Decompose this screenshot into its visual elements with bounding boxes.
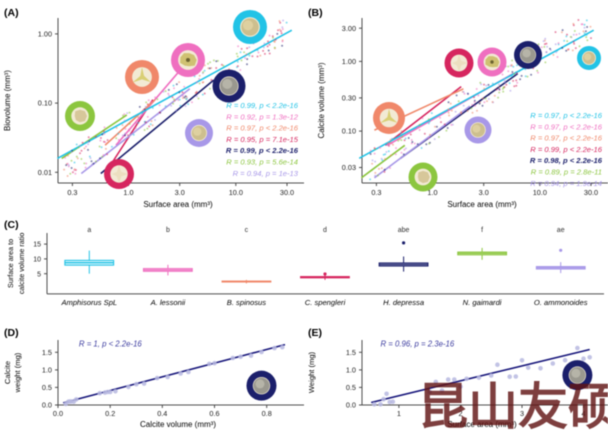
svg-text:R = 0.97, p < 2.2e-16: R = 0.97, p < 2.2e-16 xyxy=(530,134,603,143)
svg-text:R = 0.96, p = 2.3e-16: R = 0.96, p = 2.3e-16 xyxy=(381,340,455,349)
svg-text:10.0: 10.0 xyxy=(533,188,547,197)
svg-text:0.2: 0.2 xyxy=(105,409,115,418)
svg-text:0.6: 0.6 xyxy=(209,409,219,418)
svg-text:R = 0.92, p = 1.3e-12: R = 0.92, p = 1.3e-12 xyxy=(226,112,299,121)
svg-text:a: a xyxy=(87,227,91,234)
svg-text:0.30: 0.30 xyxy=(342,94,356,103)
svg-text:1.0: 1.0 xyxy=(123,188,133,197)
svg-text:0.8: 0.8 xyxy=(262,409,272,418)
svg-text:0.01: 0.01 xyxy=(38,168,52,177)
svg-text:H. depressa: H. depressa xyxy=(383,298,424,307)
svg-text:0.0: 0.0 xyxy=(53,409,63,418)
svg-text:0.0: 0.0 xyxy=(42,401,52,410)
svg-text:10.0: 10.0 xyxy=(229,188,243,197)
svg-text:1: 1 xyxy=(397,409,401,418)
svg-text:昆山友硕: 昆山友硕 xyxy=(418,379,608,430)
svg-text:5: 5 xyxy=(37,271,41,278)
svg-text:0.3: 0.3 xyxy=(67,188,77,197)
svg-text:3.0: 3.0 xyxy=(175,188,185,197)
svg-text:R = 0.99, p < 2.2e-16: R = 0.99, p < 2.2e-16 xyxy=(530,145,603,154)
svg-text:R = 0.95, p = 7.1e-15: R = 0.95, p = 7.1e-15 xyxy=(226,135,299,144)
svg-text:1.5: 1.5 xyxy=(42,348,52,357)
svg-text:0.5: 0.5 xyxy=(346,383,356,392)
svg-text:(C): (C) xyxy=(4,219,19,231)
svg-text:B. spinosus: B. spinosus xyxy=(227,298,266,307)
svg-text:0.03: 0.03 xyxy=(342,163,356,172)
svg-text:0.10: 0.10 xyxy=(38,99,52,108)
svg-text:Amphisorus SpL: Amphisorus SpL xyxy=(60,298,117,307)
svg-text:R = 0.99, p < 2.2e-16: R = 0.99, p < 2.2e-16 xyxy=(226,101,299,110)
svg-text:Surface area to: Surface area to xyxy=(6,239,15,288)
svg-text:1.0: 1.0 xyxy=(42,366,52,375)
svg-text:3.00: 3.00 xyxy=(342,24,356,33)
svg-text:(D): (D) xyxy=(4,327,19,339)
svg-text:15: 15 xyxy=(33,242,41,249)
svg-text:weight (mg): weight (mg) xyxy=(13,352,22,393)
svg-text:Calcite volume (mm³): Calcite volume (mm³) xyxy=(140,420,216,429)
svg-text:0.0: 0.0 xyxy=(346,401,356,410)
svg-text:0.3: 0.3 xyxy=(371,188,381,197)
svg-text:Biovolume (mm³): Biovolume (mm³) xyxy=(3,70,12,131)
svg-text:f: f xyxy=(481,227,483,234)
svg-text:R = 0.99, p < 2.2e-16: R = 0.99, p < 2.2e-16 xyxy=(226,146,299,155)
svg-text:R = 1, p < 2.2e-16: R = 1, p < 2.2e-16 xyxy=(79,340,143,349)
svg-text:calcite volume ratio: calcite volume ratio xyxy=(17,233,26,295)
svg-text:(A): (A) xyxy=(4,7,19,19)
svg-text:Calcite: Calcite xyxy=(3,361,12,384)
svg-text:R = 0.94, p = 1e-13: R = 0.94, p = 1e-13 xyxy=(233,169,299,178)
svg-text:A. lessonii: A. lessonii xyxy=(150,298,186,307)
svg-text:C. spengleri: C. spengleri xyxy=(305,298,346,307)
svg-text:ae: ae xyxy=(557,227,565,234)
svg-text:10: 10 xyxy=(33,257,41,264)
svg-text:1.00: 1.00 xyxy=(38,30,52,39)
svg-text:1.00: 1.00 xyxy=(342,57,356,66)
svg-text:0.4: 0.4 xyxy=(157,409,167,418)
svg-text:R = 0.98, p < 2.2e-16: R = 0.98, p < 2.2e-16 xyxy=(530,156,603,165)
svg-text:R = 0.97, p < 2.2e-16: R = 0.97, p < 2.2e-16 xyxy=(530,122,603,131)
svg-text:Calcite volume (mm³): Calcite volume (mm³) xyxy=(317,62,326,138)
svg-text:O. ammonoides: O. ammonoides xyxy=(534,298,588,307)
svg-text:0.10: 0.10 xyxy=(342,127,356,136)
svg-text:(B): (B) xyxy=(308,7,323,19)
svg-text:R = 0.97, p < 2.2e-16: R = 0.97, p < 2.2e-16 xyxy=(530,111,603,120)
svg-text:30.0: 30.0 xyxy=(280,188,294,197)
svg-text:Weight (mg): Weight (mg) xyxy=(307,351,316,393)
svg-text:(E): (E) xyxy=(308,327,322,339)
svg-text:0.5: 0.5 xyxy=(42,383,52,392)
svg-text:R = 0.93, p = 5.6e-14: R = 0.93, p = 5.6e-14 xyxy=(226,158,298,167)
svg-text:R = 0.97, p < 2.2e-16: R = 0.97, p < 2.2e-16 xyxy=(226,124,299,133)
svg-text:Surface area (mm³): Surface area (mm³) xyxy=(143,200,213,209)
svg-text:3.0: 3.0 xyxy=(479,188,489,197)
svg-text:N. gaimardi: N. gaimardi xyxy=(463,298,502,307)
svg-text:c: c xyxy=(245,227,249,234)
svg-text:R = 0.89, p = 2.8e-11: R = 0.89, p = 2.8e-11 xyxy=(531,168,602,177)
svg-text:R = 0.94, p = 1.9e-14: R = 0.94, p = 1.9e-14 xyxy=(530,179,602,188)
svg-text:b: b xyxy=(166,227,170,234)
svg-text:d: d xyxy=(323,227,327,234)
svg-text:1.0: 1.0 xyxy=(346,366,356,375)
svg-text:30.0: 30.0 xyxy=(584,188,598,197)
svg-text:Surface area (mm³): Surface area (mm³) xyxy=(447,200,517,209)
svg-text:1.5: 1.5 xyxy=(346,348,356,357)
svg-text:abe: abe xyxy=(398,227,410,234)
